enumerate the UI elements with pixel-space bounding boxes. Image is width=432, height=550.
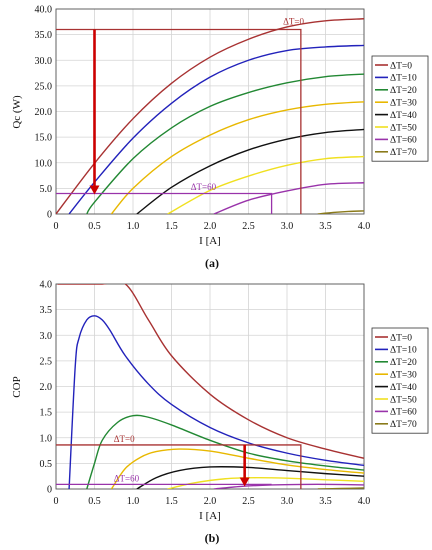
series-line-70	[317, 210, 364, 214]
legend-box	[371, 327, 429, 434]
y-tick-label: 3.0	[40, 331, 53, 342]
arrow-head	[89, 185, 100, 195]
series-line-50	[167, 155, 364, 214]
legend-box	[371, 55, 429, 162]
y-axis-label: COP	[11, 376, 23, 397]
y-axis-label: Qc (W)	[11, 95, 23, 129]
x-tick-label: 3.5	[319, 221, 332, 232]
chart-panel-a: 0 0.5 1.0 1.5 2.0 2.5 3.0 3.5 4.0 0 5.0 10.0 15.0 20.…	[11, 5, 429, 270]
y-tick-label: 15.0	[35, 133, 53, 144]
reference-line	[56, 192, 273, 214]
series-line-10	[68, 44, 364, 214]
y-tick-label: 5.0	[40, 184, 53, 195]
series-line-30	[110, 101, 364, 214]
plot-frame	[55, 8, 365, 215]
legend-entry: ΔT=0	[390, 61, 412, 71]
curve-annotation: ΔT=60	[191, 182, 217, 192]
x-tick-label: 1.5	[165, 496, 178, 507]
x-tick-label: 2.0	[204, 496, 217, 507]
chart-panel-b: 0 0.5 1.0 1.5 2.0 2.5 3.0 3.5 4.0 0 0.5 1.0 1.5 2.0 2.…	[11, 280, 429, 545]
legend-entry: ΔT=20	[390, 86, 417, 96]
y-tick-label: 0	[47, 210, 52, 221]
legend-entry: ΔT=0	[390, 333, 412, 343]
arrow-head	[239, 477, 250, 487]
series-line-70	[317, 487, 364, 489]
y-tick-label: 1.0	[40, 433, 53, 444]
series-group	[56, 18, 364, 214]
x-axis-label: I [A]	[199, 235, 221, 247]
y-tick-label: 25.0	[35, 81, 53, 92]
series-line-30	[110, 448, 364, 489]
series-line-20	[86, 414, 364, 489]
series-line-0	[56, 18, 364, 214]
x-tick-label: 4.0	[358, 496, 371, 507]
x-tick-label: 2.5	[242, 496, 255, 507]
legend-entry: ΔT=10	[390, 346, 417, 356]
y-tick-label: 3.5	[40, 305, 53, 316]
series-line-40	[136, 466, 364, 489]
x-tick-label: 1.5	[165, 221, 178, 232]
x-tick-label: 0	[54, 221, 59, 232]
x-tick-label: 3.0	[281, 496, 294, 507]
series-group	[57, 284, 364, 489]
y-tick-label: 40.0	[35, 5, 53, 16]
legend: ΔT=0 ΔT=10 ΔT=20 ΔT=30 ΔT=40 ΔT=50 ΔT=60 ΔT=70	[371, 327, 429, 434]
panel-label: (b)	[205, 531, 220, 545]
x-tick-label: 2.5	[242, 221, 255, 232]
series-line-20	[86, 73, 364, 214]
y-tick-label: 2.5	[40, 356, 53, 367]
x-tick-label: 1.0	[127, 496, 140, 507]
x-tick-label: 3.5	[319, 496, 332, 507]
legend-entry: ΔT=20	[390, 358, 417, 368]
legend-entry: ΔT=50	[390, 123, 417, 133]
x-tick-label: 0.5	[88, 221, 101, 232]
legend-entry: ΔT=30	[390, 99, 417, 109]
y-tick-label: 1.5	[40, 408, 53, 419]
legend-entry: ΔT=50	[390, 395, 417, 405]
x-axis-label: I [A]	[199, 510, 221, 522]
series-line-0	[57, 284, 364, 459]
series-line-50	[167, 477, 364, 489]
y-tick-label: 0	[47, 485, 52, 496]
x-tick-label: 0.5	[88, 496, 101, 507]
y-tick-label: 20.0	[35, 107, 53, 118]
legend-entry: ΔT=30	[390, 371, 417, 381]
reference-line	[56, 444, 302, 489]
legend-entry: ΔT=70	[390, 420, 417, 430]
y-tick-label: 2.0	[40, 382, 53, 393]
panel-label: (a)	[205, 256, 219, 270]
series-line-10	[68, 315, 364, 489]
legend-entry: ΔT=60	[390, 136, 417, 146]
curve-annotation: ΔT=60	[114, 473, 140, 483]
x-tick-label: 1.0	[127, 221, 140, 232]
x-tick-label: 0	[54, 496, 59, 507]
y-tick-label: 30.0	[35, 56, 53, 67]
legend-entry: ΔT=60	[390, 408, 417, 418]
y-tick-label: 35.0	[35, 30, 53, 41]
x-tick-label: 3.0	[281, 221, 294, 232]
plot-frame	[55, 283, 365, 490]
legend: ΔT=0 ΔT=10 ΔT=20 ΔT=30 ΔT=40 ΔT=50 ΔT=60 ΔT=70	[371, 55, 429, 162]
legend-entry: ΔT=40	[390, 111, 417, 121]
legend-entry: ΔT=10	[390, 74, 417, 84]
curve-annotation: ΔT=0	[283, 16, 304, 26]
y-tick-label: 10.0	[35, 158, 53, 169]
x-tick-label: 4.0	[358, 221, 371, 232]
series-line-60	[213, 483, 364, 489]
series-line-40	[136, 128, 364, 214]
reference-line	[56, 28, 302, 214]
curve-annotation: ΔT=0	[114, 434, 135, 444]
y-tick-label: 4.0	[40, 280, 53, 291]
series-line-60	[213, 182, 364, 214]
legend-entry: ΔT=40	[390, 383, 417, 393]
legend-entry: ΔT=70	[390, 148, 417, 158]
x-tick-label: 2.0	[204, 221, 217, 232]
y-tick-label: 0.5	[40, 459, 53, 470]
